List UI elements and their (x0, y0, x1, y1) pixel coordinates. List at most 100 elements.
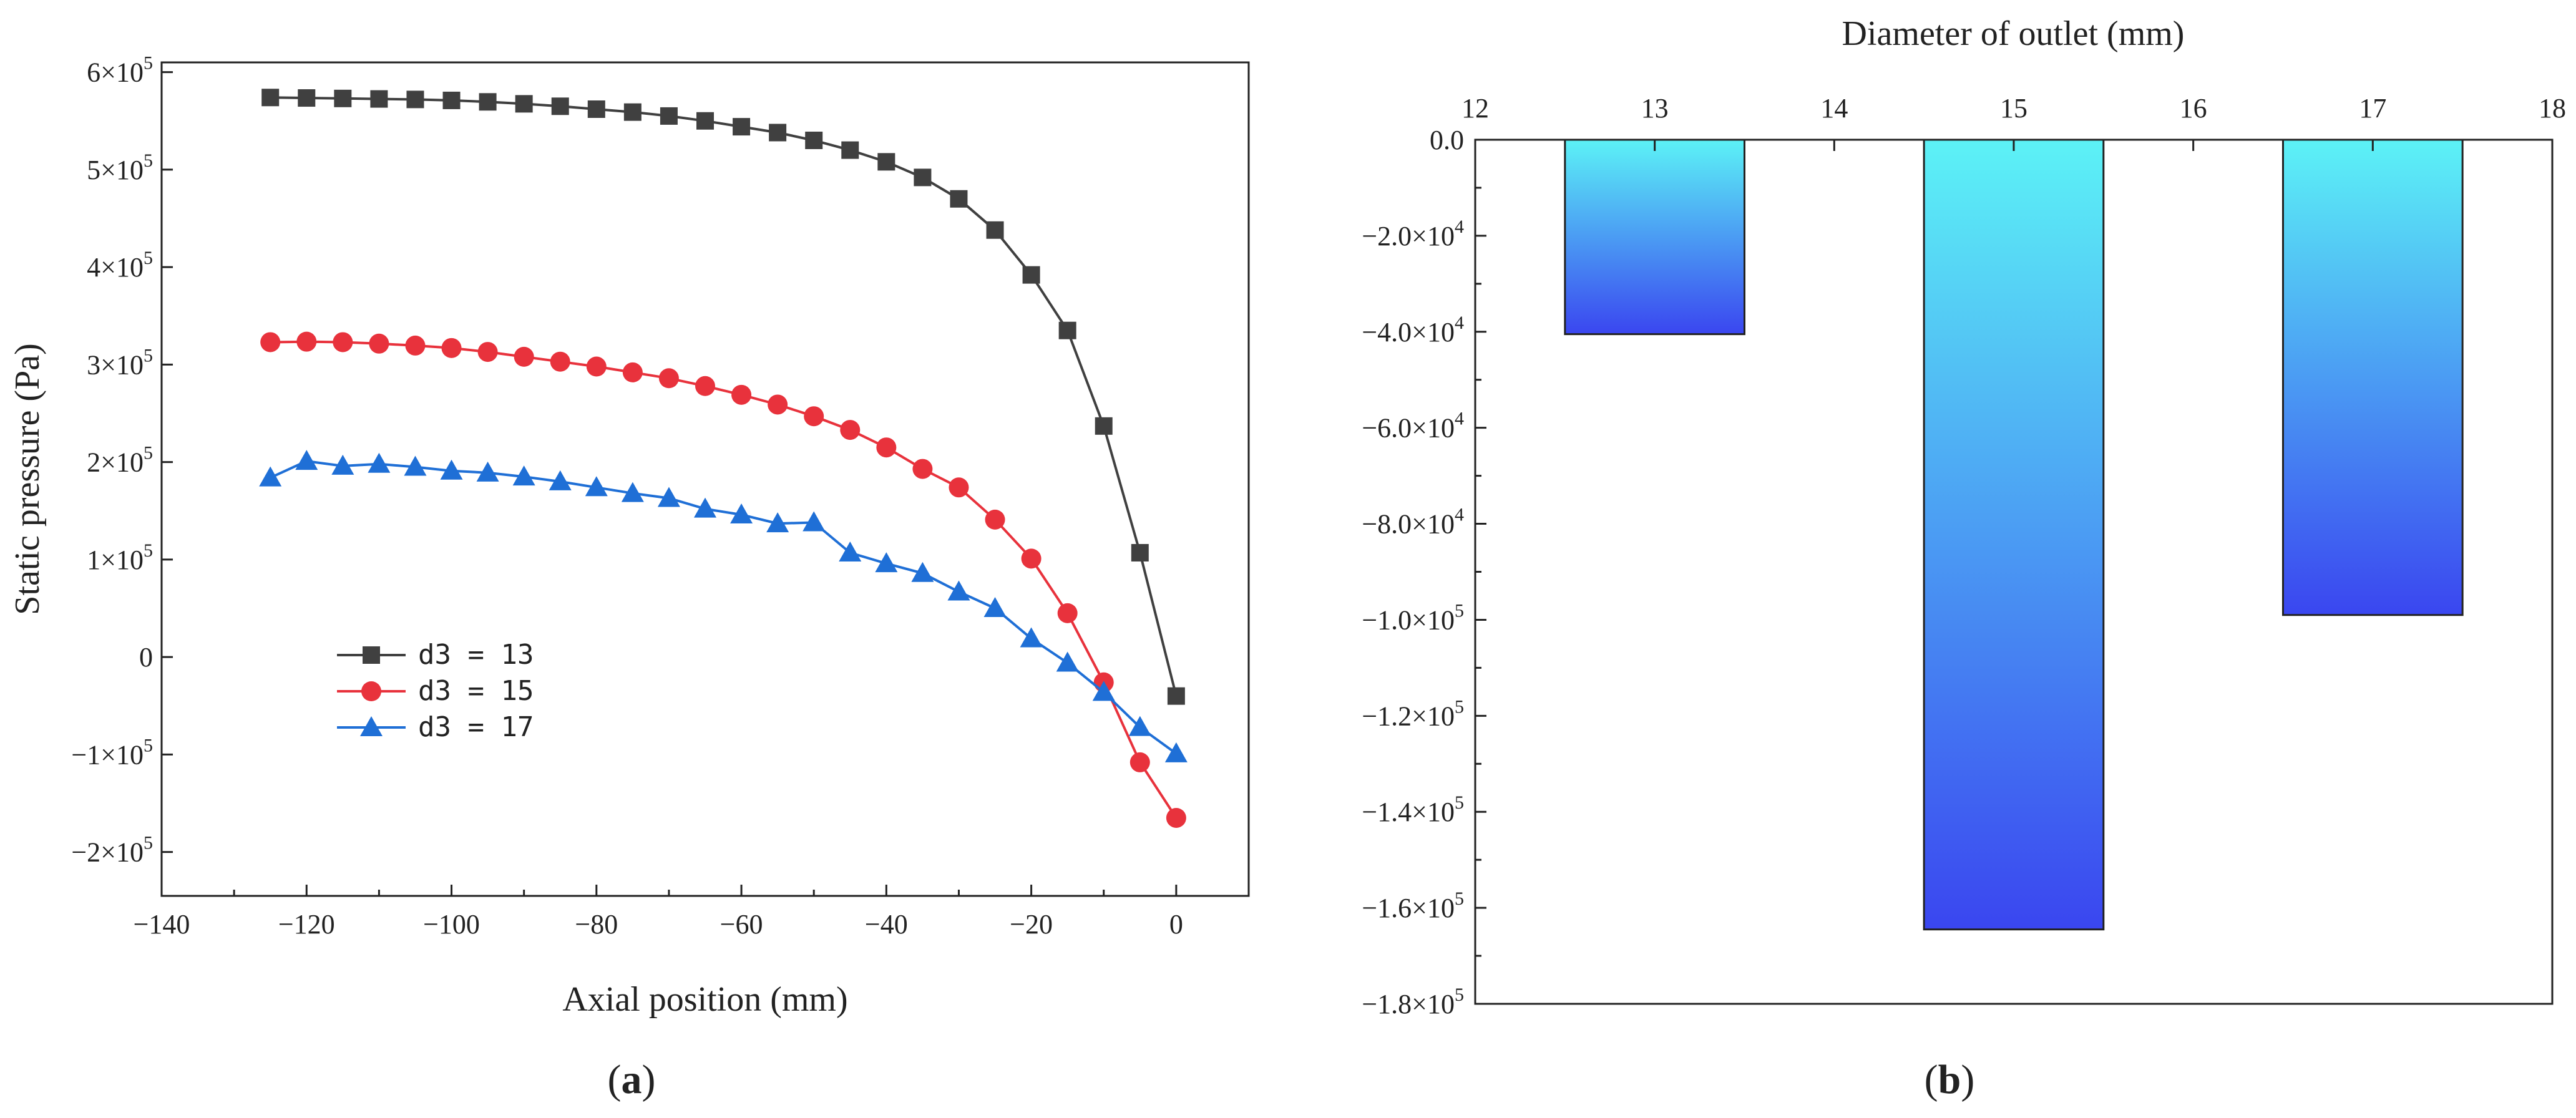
panel-a-y-tick-label: 0 (139, 642, 153, 673)
panel-a-data-point (769, 124, 787, 142)
panel-a-data-point (405, 335, 426, 356)
panel-a-data-point (1022, 266, 1040, 284)
panel-a-x-tick-label: 0 (1169, 909, 1183, 940)
panel-a-data-point (1128, 716, 1151, 736)
panel-a-x-tick-label: −20 (1010, 909, 1053, 940)
panel-a-data-point (334, 89, 352, 107)
panel-a-series-line (270, 96, 1178, 697)
panel-a-data-point (259, 466, 282, 487)
panel-a-legend-label: d3 = 17 (418, 711, 534, 743)
panel-a-legend-label: d3 = 13 (418, 639, 534, 671)
panel-a-x-tick-label: −40 (865, 909, 908, 940)
panel-a-data-point (1164, 742, 1188, 762)
panel-a-data-point (696, 112, 714, 130)
panel-a-data-point (911, 561, 934, 582)
panel-a-data-point (912, 459, 933, 479)
panel-a-data-point (514, 346, 534, 367)
panel-a-data-point (841, 141, 859, 159)
panel-a-data-point (515, 95, 533, 113)
panel-a-data-point (1131, 543, 1149, 561)
panel-a-data-point (586, 356, 607, 377)
panel-a-data-point (1058, 321, 1076, 339)
panel-b-y-tick-label: −1.0×105 (1362, 600, 1464, 635)
panel-a-data-point (947, 580, 970, 601)
panel-a-data-point (1056, 651, 1079, 672)
panel-a-data-point (440, 459, 463, 480)
panel-a-data-point (479, 93, 497, 111)
panel-a-data-point (368, 452, 391, 473)
panel-a-y-axis-title: Static pressure (Pa) (8, 343, 47, 615)
panel-a-data-point (585, 476, 608, 497)
panel-a-data-point (1092, 681, 1115, 701)
panel-a-legend-marker (363, 646, 380, 664)
panel-a-data-point (406, 90, 424, 109)
panel-b-x-axis-top: 12 13 14 15 16 17 18 (1461, 93, 2566, 151)
panel-a-data-point (1129, 752, 1150, 772)
panel-a-data-point (660, 107, 678, 125)
panel-a-data-point (477, 342, 498, 362)
panel-b-y-tick-label: −1.6×105 (1362, 888, 1464, 923)
panel-a-data-point (296, 331, 317, 352)
panel-b-y-tick-label: 0.0 (1430, 125, 1464, 155)
panel-a-x-axis: −140 −120 −100 −80 −60 −40 −20 0 (134, 885, 1183, 940)
panel-b-caption: (b) (1925, 1057, 1975, 1102)
panel-a-data-point (805, 132, 823, 150)
panel-a-line-chart: 6×105 5×105 4×105 3×105 2×105 1×105 0 −1×105 −2×… (8, 53, 1250, 1102)
panel-a-plot-frame (160, 61, 1250, 897)
panel-a-data-point (731, 384, 752, 405)
panel-a-y-axis: 6×105 5×105 4×105 3×105 2×105 1×105 0 −1×105 −2×… (71, 53, 173, 868)
panel-a-series-line (270, 340, 1178, 819)
panel-a-data-point (261, 89, 280, 107)
panel-a-data-point (1095, 417, 1113, 435)
panel-a-data-point (983, 597, 1007, 618)
panel-a-y-tick-label: 6×105 (87, 53, 153, 88)
panel-a-data-point (1166, 807, 1186, 828)
panel-b-y-tick-label: −8.0×104 (1362, 505, 1464, 540)
panel-a-data-point (442, 91, 461, 109)
panel-a-data-point (295, 450, 318, 470)
panel-b-y-tick-label: −4.0×104 (1362, 313, 1464, 348)
panel-a-data-point (914, 168, 932, 187)
panel-a-data-point (551, 97, 569, 115)
panel-a-data-point (877, 153, 895, 171)
panel-b-y-tick-label: −1.8×105 (1362, 984, 1464, 1019)
panel-a-data-point (404, 455, 427, 476)
panel-a-data-point (730, 503, 753, 524)
panel-b-x-tick-label: 17 (2359, 93, 2386, 124)
panel-a-caption-letter: a (622, 1057, 642, 1102)
panel-a-data-point (1167, 687, 1185, 705)
panel-a-x-tick-label: −100 (423, 909, 480, 940)
panel-a-data-point (733, 118, 751, 136)
panel-b-x-tick-label: 13 (1641, 93, 1669, 124)
panel-a-data-point (1020, 627, 1043, 648)
panel-a-x-tick-label: −60 (720, 909, 763, 940)
panel-a-y-tick-label: −1×105 (71, 735, 153, 770)
panel-a-data-point (949, 477, 969, 498)
panel-b-x-tick-label: 12 (1461, 93, 1489, 124)
panel-a-legend: d3 = 13 d3 = 15 d3 = 17 (337, 639, 534, 743)
panel-b-y-tick-label: −1.2×105 (1362, 696, 1464, 731)
panel-a-data-point (1057, 603, 1078, 623)
panel-a-data-point (839, 541, 862, 561)
panel-a-data-point (549, 470, 572, 490)
panel-a-data-point (986, 221, 1004, 239)
panel-b-bar-chart: 0.0 −2.0×104 −4.0×104 −6.0×104 −8.0×104 −1.0×… (1362, 14, 2566, 1102)
panel-a-series-circle (260, 331, 1186, 828)
panel-b-bar (1923, 139, 2105, 931)
panel-a-data-point (950, 190, 968, 208)
panel-b-x-tick-label: 18 (2539, 93, 2566, 124)
panel-a-y-tick-label: −2×105 (71, 833, 153, 868)
panel-a-legend-marker (360, 716, 383, 736)
panel-b-bar (1564, 139, 1745, 336)
panel-a-data-point (623, 103, 642, 121)
panel-b-y-axis: 0.0 −2.0×104 −4.0×104 −6.0×104 −8.0×104 −1.0×… (1362, 125, 1486, 1019)
panel-a-data-point (622, 362, 643, 382)
panel-a-series-triangle (259, 450, 1188, 762)
panel-a-data-point (658, 368, 679, 389)
panel-a-data-point (875, 552, 898, 573)
panel-a-y-tick-label: 5×105 (87, 150, 153, 185)
panel-a-data-point (370, 90, 388, 108)
panel-b-x-tick-label: 15 (2000, 93, 2027, 124)
panel-a-data-point (441, 338, 462, 358)
